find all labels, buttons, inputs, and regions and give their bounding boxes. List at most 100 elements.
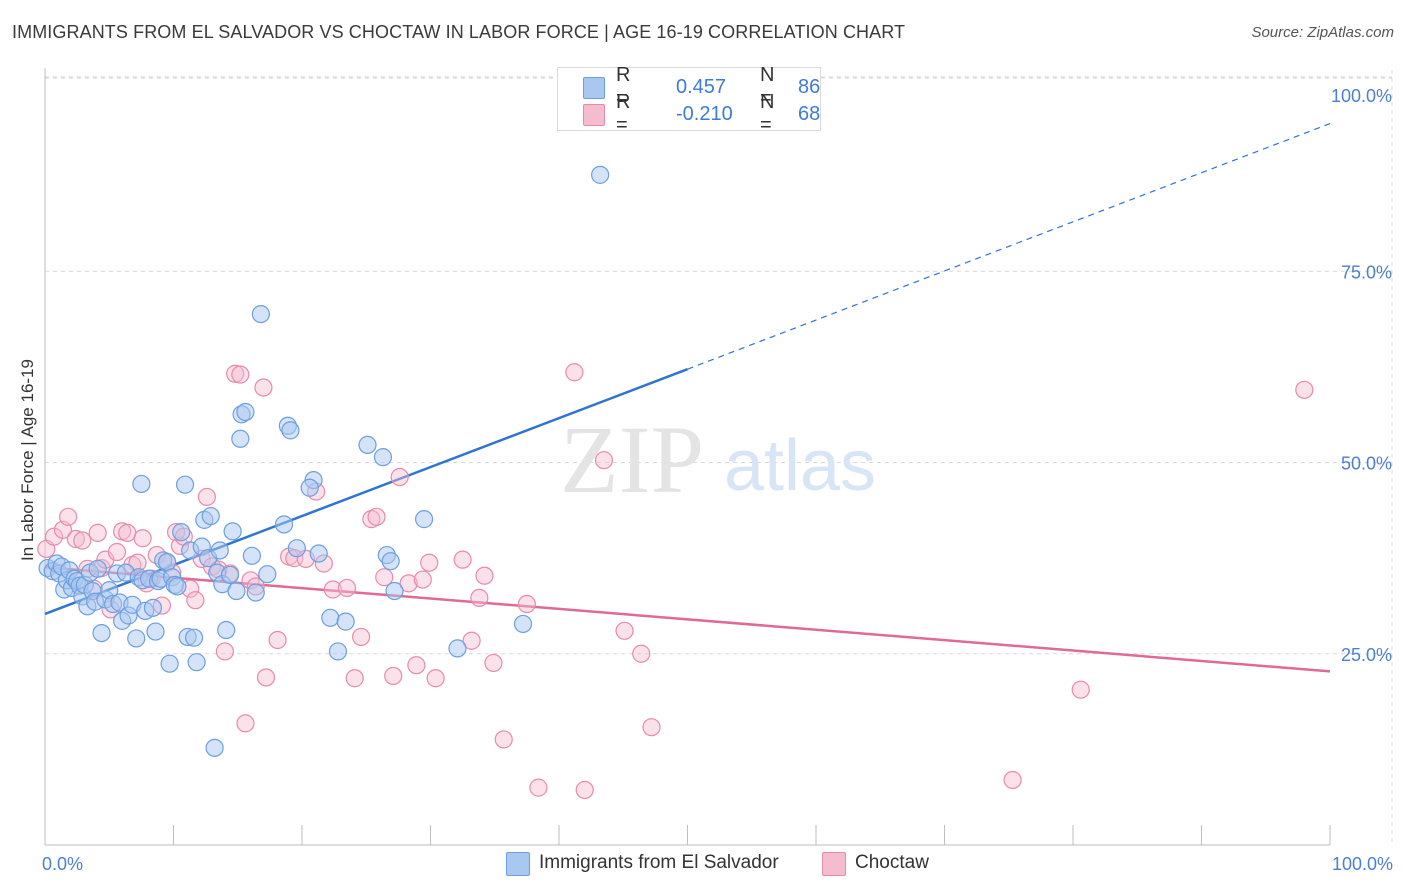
legend-swatch-blue [583,77,605,99]
choctaw-point [66,529,85,549]
choctaw-point [565,363,584,382]
choctaw-point [529,778,548,797]
el-salvador-point [205,738,224,757]
el-salvador-point [246,583,265,602]
el-salvador-point [175,475,195,494]
choctaw-point [256,668,276,687]
choctaw-point [594,451,614,470]
legend-n-value: 68 [798,102,821,125]
choctaw-point [337,578,357,598]
choctaw-point [352,627,371,647]
el-salvador-point [92,623,111,643]
legend-r-label: R = [616,91,631,136]
correlation-legend: R = 0.457 N = 86 R = -0.210 N = 68 [557,64,821,136]
y-axis-label: In Labor Force | Age 16-19 [18,359,37,561]
el-salvador-point [227,581,246,601]
chart-title: IMMIGRANTS FROM EL SALVADOR VS CHOCTAW I… [12,22,906,42]
el-salvador-point [287,539,306,558]
el-salvador-point [358,435,377,455]
el-salvador-point [168,577,187,596]
choctaw-point [268,630,287,650]
choctaw-point [59,507,78,526]
choctaw-point [73,531,92,550]
el-salvador-point [414,510,434,529]
choctaw-point [367,507,386,526]
choctaw-point [236,714,255,733]
choctaw-point [494,730,513,749]
el-salvador-point [321,608,340,627]
y-tick-label: 25.0% [1341,645,1392,665]
legend-n-value: 86 [798,75,821,98]
el-salvador-point [336,612,355,631]
el-salvador-point [132,474,151,494]
watermark: ZIP atlas [560,406,876,513]
choctaw-point [615,621,634,640]
el-salvador-point [258,565,277,584]
el-salvador-point [217,620,236,640]
choctaw-point [254,378,273,397]
choctaw-point [107,542,127,562]
choctaw-point [470,588,489,608]
choctaw-point [426,669,445,688]
choctaw-point [323,580,342,599]
choctaw-point [475,566,494,585]
el-salvador-point [385,581,404,601]
el-salvador-point [143,598,163,617]
choctaw-point [390,467,409,487]
choctaw-point [575,780,594,800]
bottom-legend-label: Choctaw [855,852,929,873]
y-tick-label: 100.0% [1331,86,1392,106]
el-salvador-point [146,622,165,641]
choctaw-point [453,550,472,569]
el-salvador-point [231,429,250,448]
el-salvador-point [373,448,393,467]
choctaw-point [44,527,64,546]
el-salvador-point [184,628,204,647]
el-salvador-point [220,565,240,585]
choctaw-point [88,523,107,542]
el-salvador-point [160,654,179,673]
el-salvador-point [236,402,255,422]
choctaw-point [215,642,234,661]
x-tick-label: 0.0% [42,854,83,874]
watermark-atlas: atlas [724,426,876,506]
choctaw-point [517,594,536,614]
legend-r-value: 0.457 [676,75,727,98]
el-salvador-point [127,629,146,648]
legend-n-label: N = [760,64,775,109]
bottom-legend-swatch-pink [822,852,846,876]
choctaw-point [197,487,217,507]
el-salvador-point [187,653,206,672]
choctaw-point [632,644,651,663]
choctaw-point [118,523,137,542]
choctaw-point [384,666,403,686]
legend-r-label: R = [616,64,631,109]
el-salvador-point [300,478,319,497]
el-salvador-point [381,552,400,571]
el-salvador-point [88,559,107,578]
choctaw-point [484,653,503,673]
el-salvador-point [201,506,220,526]
choctaw-point [413,570,432,589]
choctaw-point [231,365,250,384]
choctaw-point [420,553,439,572]
trend-line-el-salvador-extension [687,123,1331,370]
el-salvador-point [274,515,294,534]
tick-labels: 25.0% 50.0% 75.0% 100.0% 0.0% 100.0% [42,86,1393,874]
legend-r-value: -0.210 [676,102,733,125]
choctaw-point [186,591,205,610]
el-salvador-point [251,304,270,324]
gridlines [45,70,1393,845]
choctaw-point [407,656,426,675]
bottom-legend-label: Immigrants from El Salvador [539,852,779,873]
watermark-zip: ZIP [560,406,704,513]
choctaw-point [375,568,394,587]
choctaw-point [1071,680,1090,699]
choctaw-point [1295,380,1314,399]
choctaw-point [462,631,481,650]
choctaw-point [226,364,245,383]
el-salvador-point [448,639,467,658]
legend-swatch-pink [583,104,605,126]
el-salvador-point [157,552,177,572]
legend-n-label: N = [760,91,775,136]
